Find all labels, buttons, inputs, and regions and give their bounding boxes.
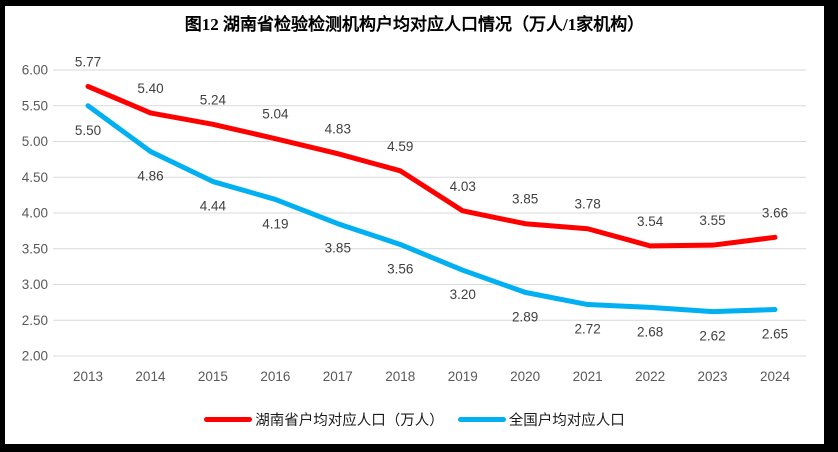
svg-text:3.20: 3.20 [450,287,476,302]
svg-text:3.55: 3.55 [699,213,725,228]
svg-text:6.00: 6.00 [22,63,48,78]
svg-text:5.24: 5.24 [200,92,227,107]
svg-text:4.03: 4.03 [450,179,476,194]
svg-text:3.00: 3.00 [22,277,48,292]
svg-text:4.19: 4.19 [262,216,288,231]
svg-text:4.50: 4.50 [22,170,48,185]
chart-legend: 湖南省户均对应人口（万人） 全国户均对应人口 [5,406,824,432]
chart-title: 图12 湖南省检验检测机构户均对应人口情况（万人/1家机构） [184,15,645,34]
chart-svg: 6.00 5.50 5.00 4.50 4.00 3.50 3.00 2.50 2.00 2013… [22,54,806,384]
y-gridlines [53,69,806,357]
svg-text:2024: 2024 [760,369,791,384]
svg-text:4.83: 4.83 [325,122,351,137]
svg-text:2021: 2021 [573,369,603,384]
svg-text:2.89: 2.89 [512,309,538,324]
legend-label-hunan: 湖南省户均对应人口（万人） [255,412,444,429]
svg-text:2023: 2023 [698,369,728,384]
svg-text:3.56: 3.56 [387,261,413,276]
hunan-series-line [85,83,778,249]
legend-label-national: 全国户均对应人口 [508,412,625,429]
national-data-labels: 5.50 4.86 4.44 4.19 3.85 3.56 3.20 2.89 2.72 2.68… [75,123,788,344]
svg-text:3.85: 3.85 [325,241,351,256]
svg-text:5.00: 5.00 [22,134,48,149]
svg-text:2.72: 2.72 [574,322,600,337]
svg-text:5.40: 5.40 [137,81,163,96]
svg-text:4.86: 4.86 [137,169,163,184]
svg-text:2015: 2015 [198,369,228,384]
national-series-line [85,103,778,315]
svg-text:2020: 2020 [510,369,540,384]
y-axis-labels: 6.00 5.50 5.00 4.50 4.00 3.50 3.00 2.50 2.00 [22,63,48,364]
legend-item-hunan: 湖南省户均对应人口（万人） [204,409,444,430]
svg-text:3.78: 3.78 [574,197,600,212]
x-axis-labels: 2013 2014 2015 2016 2017 2018 2019 2020 2021 2022… [73,369,791,384]
svg-text:4.59: 4.59 [387,139,413,154]
svg-text:5.04: 5.04 [262,107,289,122]
svg-text:2018: 2018 [385,369,415,384]
hunan-data-labels: 5.77 5.40 5.24 5.04 4.83 4.59 4.03 3.85 3.78 3.54… [75,54,788,228]
svg-text:5.50: 5.50 [22,98,48,113]
svg-text:4.00: 4.00 [22,206,48,221]
svg-text:5.77: 5.77 [75,54,101,69]
svg-text:2.62: 2.62 [699,329,725,344]
svg-text:2014: 2014 [135,369,166,384]
svg-text:4.44: 4.44 [200,199,227,214]
svg-text:3.50: 3.50 [22,241,48,256]
svg-text:2017: 2017 [323,369,353,384]
national-line-swatch-icon [457,416,506,422]
svg-text:2019: 2019 [448,369,478,384]
svg-text:2022: 2022 [635,369,665,384]
svg-text:5.50: 5.50 [75,123,101,138]
svg-text:2.50: 2.50 [22,313,48,328]
svg-text:3.85: 3.85 [512,192,538,207]
svg-text:2016: 2016 [260,369,290,384]
hunan-line-swatch-icon [204,416,253,422]
svg-text:3.54: 3.54 [637,214,664,229]
svg-text:2.00: 2.00 [22,349,48,364]
svg-text:2013: 2013 [73,369,103,384]
svg-text:2.65: 2.65 [762,327,788,342]
legend-item-national: 全国户均对应人口 [457,409,625,430]
svg-text:3.66: 3.66 [762,205,788,220]
svg-text:2.68: 2.68 [637,324,663,339]
